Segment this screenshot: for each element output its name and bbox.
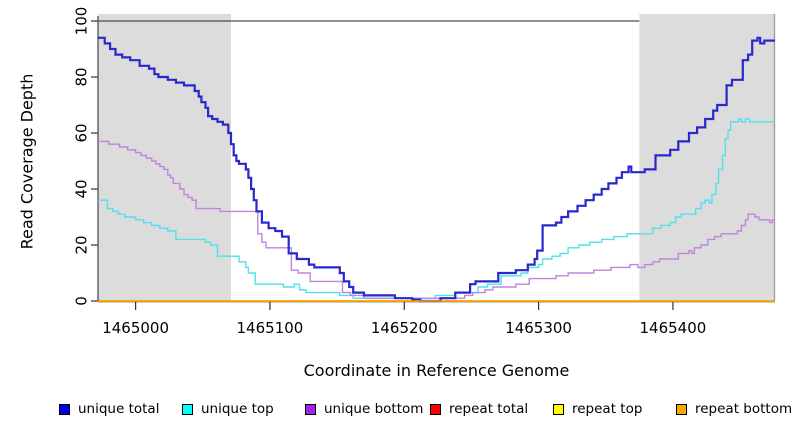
y-axis-label: Read Coverage Depth bbox=[17, 73, 37, 250]
series-line-unique-total bbox=[98, 36, 775, 303]
x-tick-label: 1465300 bbox=[505, 319, 572, 337]
legend-label: unique top bbox=[201, 401, 274, 417]
y-tick-label: 20 bbox=[73, 235, 91, 254]
y-tick-label: 0 bbox=[73, 296, 91, 306]
y-tick-label: 80 bbox=[73, 67, 91, 86]
legend-label: repeat total bbox=[449, 401, 529, 417]
legend-label: repeat top bbox=[572, 401, 643, 417]
series-line-unique-bottom bbox=[98, 140, 775, 299]
legend-item-unique-total: unique total bbox=[59, 401, 159, 417]
legend-swatch-unique-bottom bbox=[305, 403, 316, 415]
legend-swatch-unique-total bbox=[59, 403, 70, 415]
legend-swatch-repeat-top bbox=[553, 403, 564, 415]
legend-item-repeat-top: repeat top bbox=[553, 401, 642, 417]
legend-item-unique-bottom: unique bottom bbox=[305, 401, 423, 417]
x-axis-label: Coordinate in Reference Genome bbox=[303, 361, 570, 380]
y-tick-label: 40 bbox=[73, 179, 91, 198]
x-tick-label: 1465000 bbox=[102, 319, 169, 337]
legend-item-unique-top: unique top bbox=[182, 401, 274, 417]
legend: unique total unique top unique bottom repea… bbox=[0, 401, 792, 423]
x-tick-label: 1465200 bbox=[371, 319, 438, 337]
shaded-region-right-flank bbox=[639, 14, 775, 301]
y-tick-label: 100 bbox=[73, 7, 91, 36]
y-tick-label: 60 bbox=[73, 123, 91, 142]
legend-label: unique bottom bbox=[324, 401, 424, 417]
legend-label: unique total bbox=[78, 401, 160, 417]
chart-canvas: 0 20 40 60 80 100 1465000 1465100 1465200 1465300… bbox=[73, 7, 776, 337]
x-tick-label: 1465100 bbox=[237, 319, 304, 337]
legend-swatch-repeat-total bbox=[430, 403, 441, 415]
legend-item-repeat-bottom: repeat bottom bbox=[676, 401, 792, 417]
legend-swatch-repeat-bottom bbox=[676, 403, 687, 415]
legend-item-repeat-total: repeat total bbox=[430, 401, 528, 417]
shaded-region-left-flank bbox=[98, 14, 231, 301]
legend-swatch-unique-top bbox=[182, 403, 193, 415]
series-line-unique-top bbox=[98, 118, 775, 299]
legend-label: repeat bottom bbox=[695, 401, 792, 417]
x-tick-label: 1465400 bbox=[640, 319, 707, 337]
